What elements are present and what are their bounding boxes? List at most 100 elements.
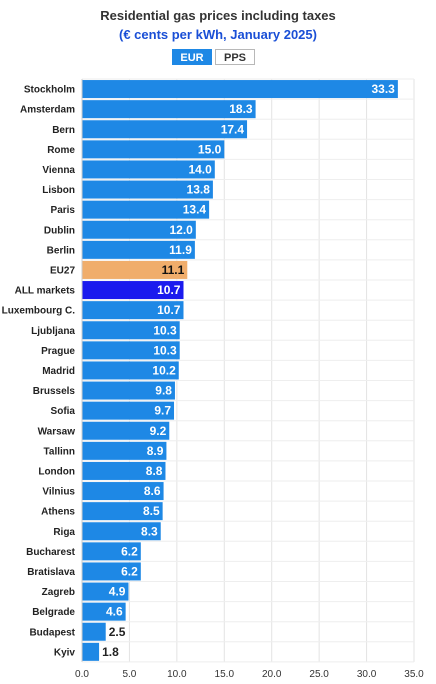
value-label: 18.3 [229, 102, 253, 116]
category-label: Kyiv [54, 647, 76, 658]
value-label: 9.7 [154, 404, 171, 418]
category-label: Paris [51, 205, 76, 216]
category-label: Vienna [42, 165, 75, 176]
pps-button[interactable]: PPS [215, 49, 255, 65]
category-label: Tallinn [44, 446, 75, 457]
bar [82, 281, 184, 300]
bar [82, 321, 180, 340]
value-label: 15.0 [198, 142, 222, 156]
bar [82, 160, 215, 179]
category-label: EU27 [50, 265, 75, 276]
bar [82, 522, 161, 541]
category-label: Riga [53, 527, 75, 538]
value-label: 8.6 [144, 484, 161, 498]
value-label: 10.7 [157, 303, 181, 317]
bar [82, 582, 129, 601]
category-label: Vilnius [42, 487, 75, 498]
category-label: Warsaw [38, 426, 76, 437]
category-label: Lisbon [42, 185, 75, 196]
x-tick-label: 35.0 [404, 669, 424, 680]
value-label: 17.4 [221, 122, 245, 136]
chart-subtitle: (€ cents per kWh, January 2025) [119, 27, 317, 42]
value-label: 6.2 [121, 564, 138, 578]
category-label: Zagreb [42, 587, 75, 598]
x-tick-label: 25.0 [309, 669, 329, 680]
bar [82, 401, 175, 420]
category-label: Budapest [29, 627, 75, 638]
value-label: 6.2 [121, 544, 138, 558]
value-label: 9.8 [155, 384, 172, 398]
bar [82, 80, 398, 99]
category-label: Bucharest [26, 547, 76, 558]
bar [82, 602, 126, 621]
category-label: Dublin [44, 225, 75, 236]
value-label: 9.2 [150, 424, 167, 438]
bar [82, 240, 195, 259]
category-label: London [38, 466, 75, 477]
bar [82, 341, 180, 360]
x-tick-label: 15.0 [215, 669, 235, 680]
bar [82, 260, 188, 279]
value-label: 13.8 [187, 183, 211, 197]
category-label: Amsterdam [20, 105, 75, 116]
bar [82, 381, 175, 400]
value-label: 12.0 [169, 223, 193, 237]
value-label: 4.9 [109, 585, 126, 599]
value-label: 14.0 [188, 162, 212, 176]
x-tick-label: 0.0 [75, 669, 89, 680]
x-tick-label: 5.0 [122, 669, 136, 680]
value-label: 33.3 [372, 82, 396, 96]
eur-button[interactable]: EUR [172, 49, 212, 65]
bar [82, 120, 248, 139]
bar [82, 100, 256, 119]
category-label: Brussels [33, 386, 76, 397]
bar [82, 200, 210, 219]
category-label: Belgrade [32, 607, 75, 618]
x-tick-label: 10.0 [167, 669, 187, 680]
bar [82, 140, 225, 159]
bar [82, 642, 100, 661]
category-label: Prague [41, 346, 75, 357]
x-tick-label: 30.0 [357, 669, 377, 680]
category-label: ALL markets [15, 286, 76, 297]
category-label: Sofia [51, 406, 76, 417]
category-label: Madrid [42, 366, 75, 377]
value-label: 10.3 [153, 323, 177, 337]
value-label: 2.5 [109, 625, 126, 639]
bar [82, 220, 196, 239]
category-label: Stockholm [24, 85, 75, 96]
value-label: 4.6 [106, 605, 123, 619]
value-label: 10.7 [157, 283, 181, 297]
value-label: 1.8 [102, 645, 119, 659]
value-label: 8.8 [146, 464, 163, 478]
category-label: Rome [47, 145, 75, 156]
bar [82, 622, 106, 641]
value-label: 8.5 [143, 504, 160, 518]
value-label: 13.4 [183, 203, 207, 217]
category-label: Bern [52, 125, 75, 136]
value-label: 10.2 [152, 363, 176, 377]
bar [82, 502, 163, 521]
bar [82, 441, 167, 460]
bar [82, 301, 184, 320]
bar [82, 542, 141, 561]
value-label: 10.3 [153, 343, 177, 357]
bar [82, 482, 164, 501]
x-tick-label: 20.0 [262, 669, 282, 680]
category-label: Bratislava [27, 567, 75, 578]
category-label: Berlin [47, 245, 75, 256]
bar [82, 562, 141, 581]
category-label: Athens [41, 507, 75, 518]
category-label: Luxembourg C. [2, 306, 76, 317]
bar [82, 180, 213, 199]
bar [82, 421, 170, 440]
value-label: 11.1 [162, 263, 185, 277]
category-label: Ljubljana [31, 326, 75, 337]
currency-toggle: EUR PPS [172, 49, 255, 65]
chart-title: Residential gas prices including taxes [100, 8, 336, 23]
bar [82, 461, 166, 480]
value-label: 8.3 [141, 524, 158, 538]
value-label: 11.9 [169, 243, 192, 257]
bar [82, 361, 179, 380]
